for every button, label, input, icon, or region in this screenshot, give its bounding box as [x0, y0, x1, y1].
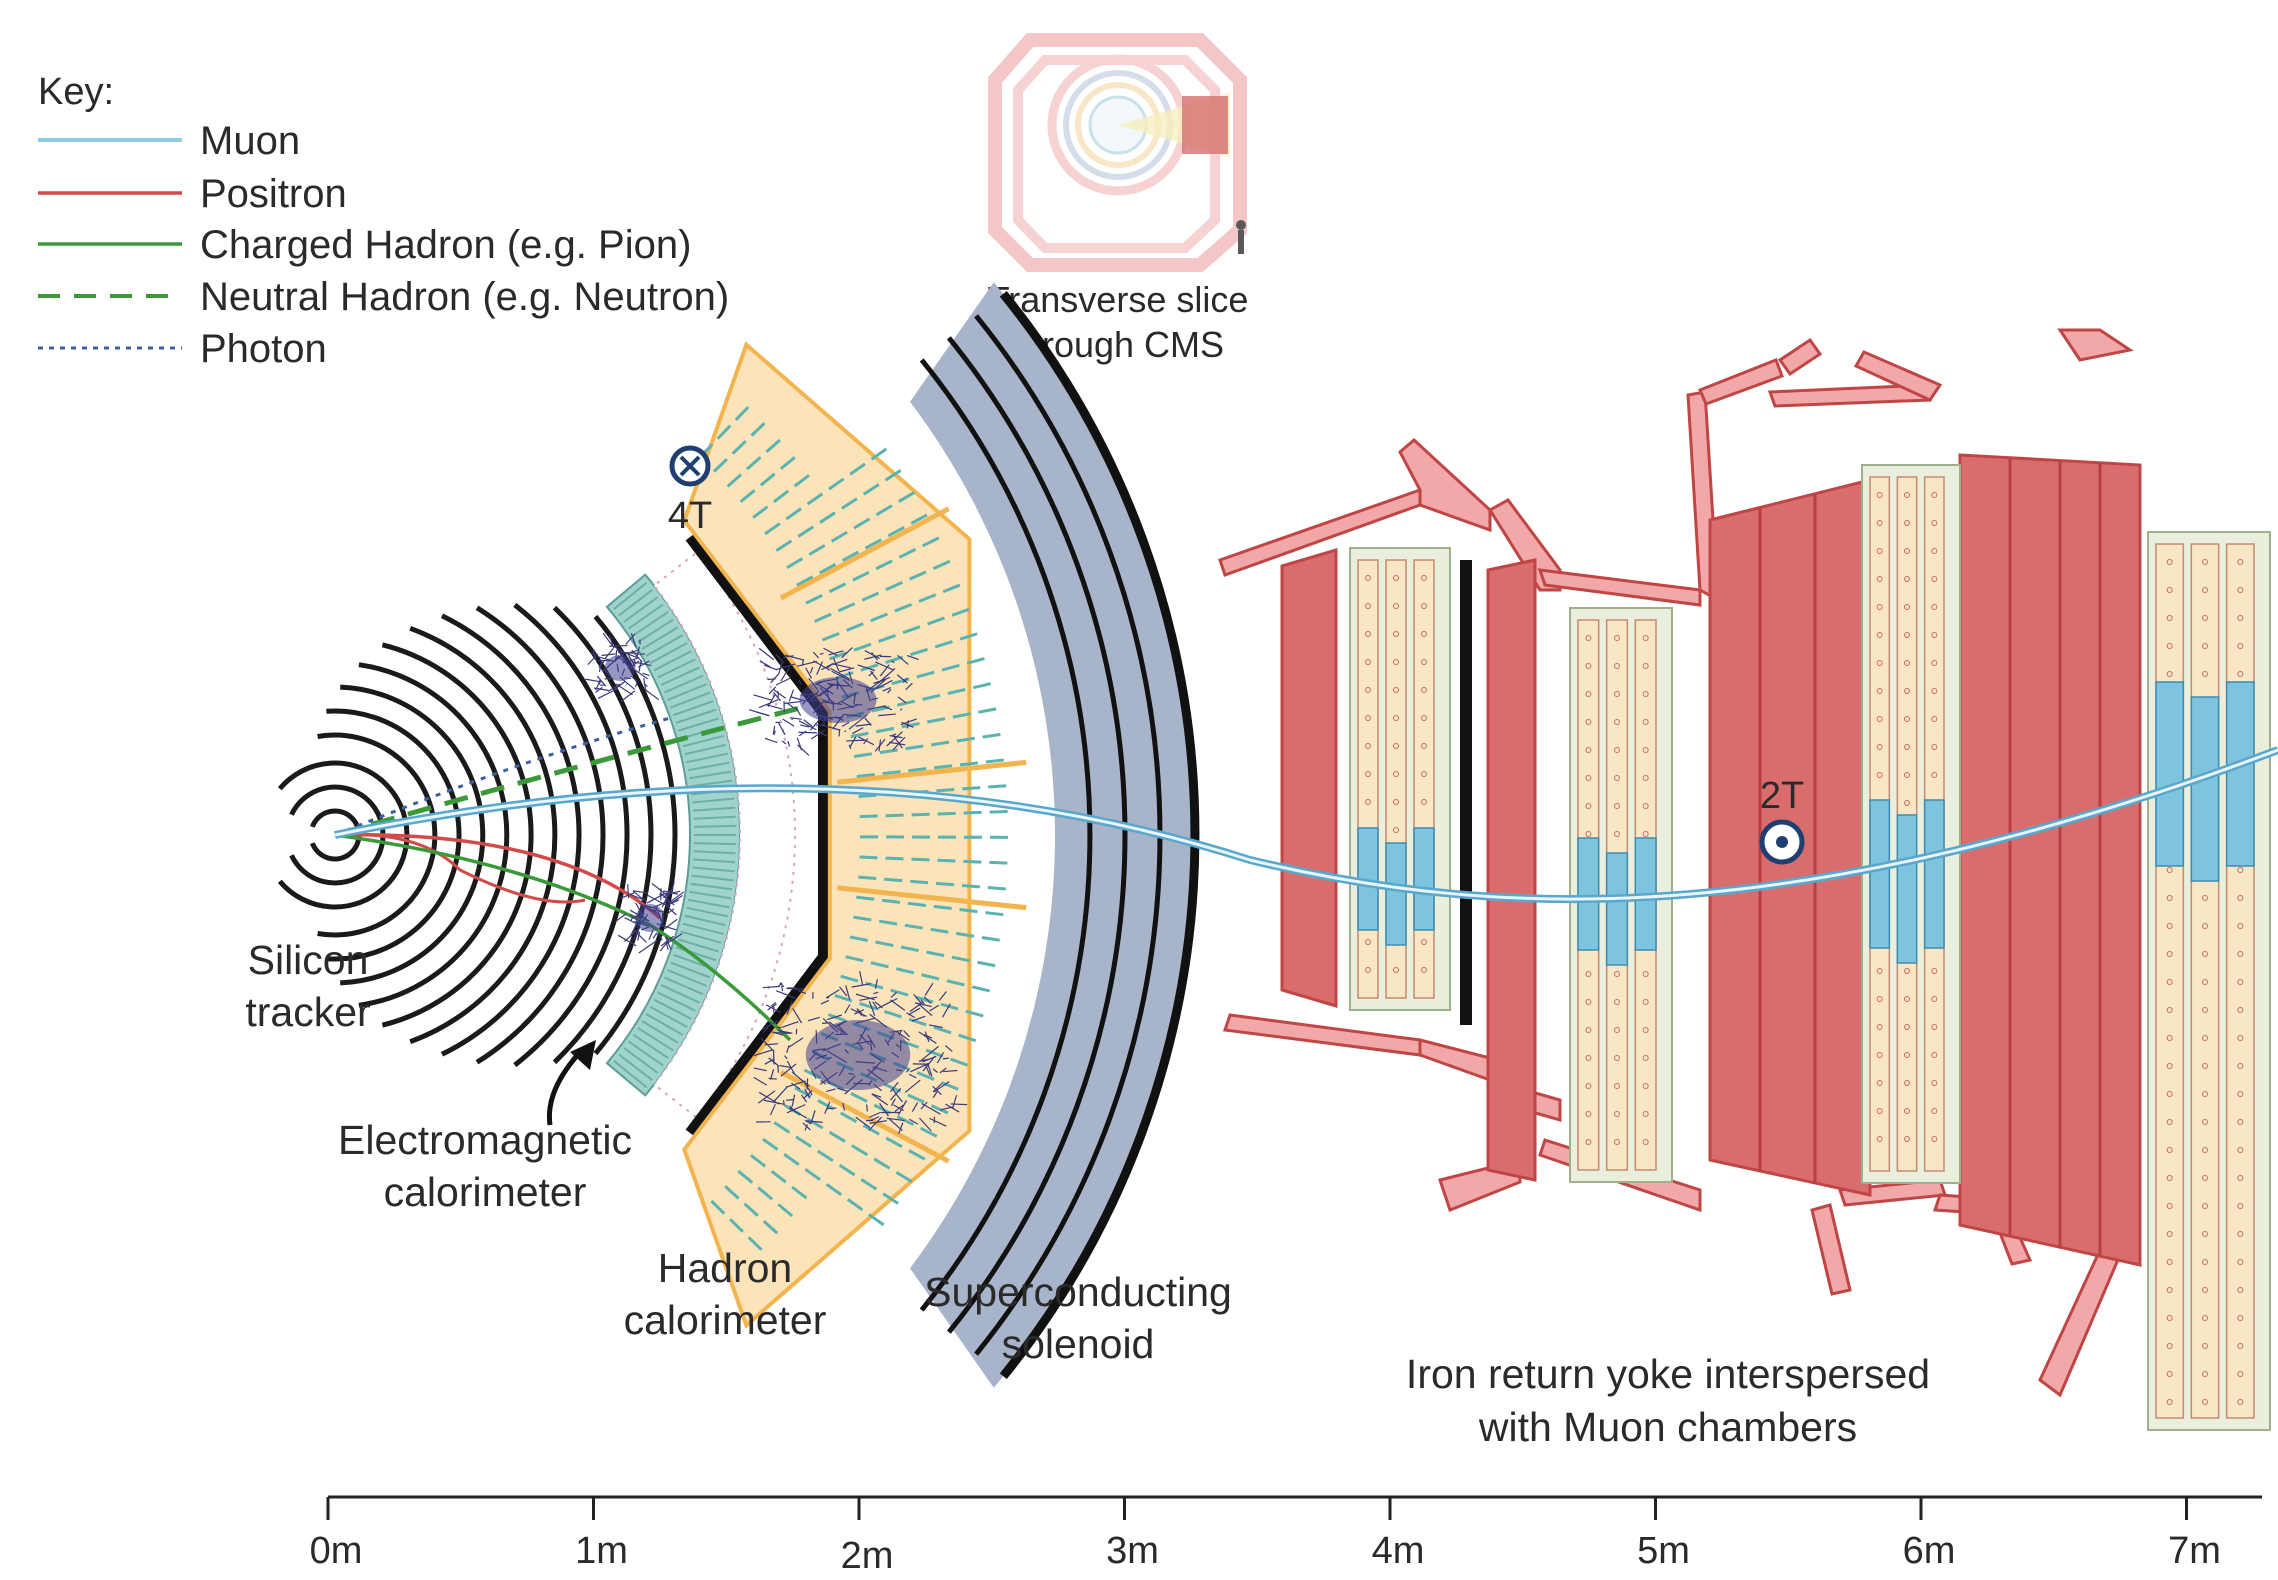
tracker-layer-2 — [340, 684, 486, 986]
inset-slice-highlight — [1182, 96, 1228, 154]
particle-showers — [585, 632, 968, 1135]
label-hcal-line1: Hadron — [658, 1245, 792, 1291]
axis-tick-label-5: 5m — [1637, 1530, 1690, 1572]
legend-item-neutral-hadron: Neutral Hadron (e.g. Neutron) — [38, 275, 729, 319]
yoke-arm-10-bottom — [2038, 1248, 2123, 1398]
label-ecal-line1: Electromagnetic — [338, 1117, 632, 1163]
field-2t-label: 2T — [1760, 775, 1804, 817]
hcal-segment-dividers — [779, 506, 1027, 1164]
muon-chamber-4 — [2147, 531, 2271, 1431]
tracker-layer-9 — [552, 605, 654, 1065]
track-charged-hadron — [334, 833, 792, 1042]
label-tracker-line1: Silicon — [248, 937, 369, 983]
hcal-body — [682, 341, 972, 1329]
legend-item-charged-hadron: Charged Hadron (e.g. Pion) — [38, 223, 691, 267]
tracker-layer-1 — [326, 708, 462, 962]
axis-tick-label-6: 6m — [1903, 1530, 1956, 1572]
yoke-arm-7-bottom — [1810, 1203, 1852, 1296]
label-solenoid-line2: solenoid — [1002, 1321, 1155, 1367]
solenoid-body — [910, 282, 1195, 1388]
ecal-preshower-gap — [652, 550, 796, 1120]
track-neutral-hadron — [334, 705, 801, 838]
track-photon — [334, 716, 671, 837]
shower-hcal-neutral — [748, 647, 919, 756]
field-4t-symbol: 4T — [668, 445, 712, 537]
inset-label-line1: Transverse slice — [988, 279, 1249, 320]
tracker-layer-5 — [409, 625, 558, 1045]
yoke-arm-1-bottom — [1223, 1013, 1422, 1057]
track-muon — [334, 748, 2278, 901]
yoke-plate-2 — [1486, 558, 1537, 1182]
yoke-arm-2-top — [1398, 437, 1492, 533]
yoke-arm-4-top — [1537, 568, 1702, 607]
hcal-absorber-lines — [698, 405, 1009, 1251]
yoke-arm-6-top — [1698, 358, 1784, 406]
transverse-slice-inset — [988, 33, 1247, 272]
inset-person-body — [1238, 230, 1244, 254]
muon-chamber-1-edge — [1460, 560, 1472, 1025]
yoke-arm-2-bottom — [1418, 1038, 1492, 1083]
shower-hcal-charged — [753, 971, 968, 1135]
inset-person-head — [1236, 220, 1246, 230]
legend-title: Key: — [38, 71, 114, 113]
muon-chamber-3 — [1861, 464, 1961, 1184]
legend-label-photon: Photon — [200, 327, 327, 371]
label-hcal-line2: calorimeter — [624, 1297, 827, 1343]
legend-label-neutral-hadron: Neutral Hadron (e.g. Neutron) — [200, 275, 729, 319]
legend-label-muon: Muon — [200, 119, 300, 163]
yoke-plate-1 — [1280, 547, 1338, 1009]
hadron-calorimeter — [682, 341, 1027, 1329]
legend-label-charged-hadron: Charged Hadron (e.g. Pion) — [200, 223, 691, 267]
tracker-layer-0 — [317, 732, 438, 938]
silicon-tracker — [277, 602, 678, 1068]
axis-tick-label-0: 0m — [310, 1530, 363, 1572]
label-ecal-line2: calorimeter — [384, 1169, 587, 1215]
field-4t-label: 4T — [668, 495, 712, 537]
field-2t-symbol: 2T — [1759, 775, 1805, 865]
inset-outer-yoke — [988, 33, 1247, 272]
particle-tracks — [334, 705, 2278, 1042]
yoke-arm-8-top — [1777, 337, 1823, 377]
ecal-crystal-lines — [613, 581, 736, 1089]
shower-ecal-charged — [616, 881, 685, 954]
tracker-layer-10 — [593, 614, 678, 1056]
axis-tick-label-1: 1m — [575, 1530, 628, 1572]
ecal-outer-edge — [685, 531, 832, 1139]
axis-tick-label-7: 7m — [2168, 1530, 2221, 1572]
label-yoke-line2: with Muon chambers — [1478, 1404, 1857, 1450]
legend-item-muon: Muon — [38, 119, 300, 163]
distance-axis: 0m 1m 2m 3m 4m 5m 6m 7m — [310, 1495, 2262, 1577]
tracker-layer-3 — [358, 662, 510, 1008]
track-positron — [334, 832, 662, 920]
ecal-pointer-arrow — [546, 1048, 584, 1126]
axis-tick-label-4: 4m — [1372, 1530, 1425, 1572]
muon-chamber-1 — [1349, 547, 1451, 1011]
tracker-layer-7 — [475, 605, 606, 1065]
label-yoke-line1: Iron return yoke interspersed — [1406, 1351, 1930, 1397]
shower-ecal-photon — [585, 632, 660, 702]
legend-label-positron: Positron — [200, 172, 347, 216]
tracker-layer-6 — [440, 613, 582, 1057]
inset-middle-yoke — [1013, 55, 1220, 253]
legend-item-photon: Photon — [38, 327, 327, 371]
tracker-layer-4 — [381, 642, 534, 1028]
label-solenoid-line1: Superconducting — [924, 1269, 1232, 1315]
ecal-pointer-arrowhead — [570, 1040, 596, 1070]
track-positron-spiral — [334, 832, 586, 904]
axis-ticks: 0m 1m 2m 3m 4m 5m 6m 7m — [310, 1497, 2221, 1577]
yoke-arm-10-top — [2057, 328, 2134, 362]
yoke-plate-4 — [1958, 453, 2142, 1267]
yoke-arm-9-top — [1853, 350, 1943, 402]
axis-tick-label-2: 2m — [841, 1535, 894, 1577]
tracker-layer-8 — [513, 602, 630, 1068]
axis-tick-label-3: 3m — [1106, 1530, 1159, 1572]
legend: Key: Muon Positron Charged Hadron (e.g. … — [38, 71, 729, 371]
legend-item-positron: Positron — [38, 172, 347, 216]
label-tracker-line2: tracker — [245, 989, 370, 1035]
